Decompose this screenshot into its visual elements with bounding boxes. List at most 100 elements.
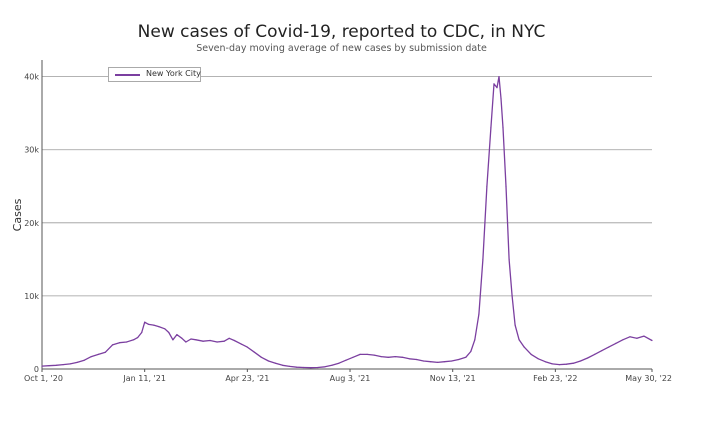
data-point bbox=[629, 336, 631, 338]
data-point bbox=[62, 364, 64, 366]
data-point bbox=[465, 356, 467, 358]
data-point bbox=[470, 350, 472, 353]
data-point bbox=[394, 356, 396, 358]
data-point bbox=[502, 127, 504, 129]
data-point bbox=[401, 356, 403, 358]
data-point bbox=[55, 364, 57, 366]
y-tick-label: 10k bbox=[24, 292, 39, 301]
data-point bbox=[496, 87, 498, 89]
data-point bbox=[352, 356, 354, 358]
data-point bbox=[643, 335, 645, 337]
data-point bbox=[164, 328, 166, 330]
data-point bbox=[608, 346, 610, 348]
x-tick-label: Feb 23, '22 bbox=[533, 374, 577, 383]
data-point bbox=[615, 342, 617, 344]
data-point bbox=[202, 340, 204, 342]
data-point bbox=[158, 326, 160, 328]
data-point bbox=[338, 362, 340, 364]
series-layer bbox=[41, 75, 653, 369]
chart-title: New cases of Covid-19, reported to CDC, … bbox=[137, 22, 546, 42]
data-point bbox=[104, 351, 106, 353]
data-point bbox=[331, 364, 333, 366]
data-point bbox=[253, 351, 255, 353]
data-point bbox=[76, 361, 78, 363]
x-tick-label: Oct 1, '20 bbox=[24, 374, 63, 383]
data-point bbox=[303, 366, 305, 369]
data-point bbox=[260, 356, 262, 358]
data-point bbox=[601, 350, 603, 352]
data-point bbox=[246, 346, 248, 348]
data-point bbox=[594, 353, 596, 355]
y-tick-label: 40k bbox=[24, 73, 39, 82]
data-point bbox=[565, 363, 568, 365]
data-point bbox=[636, 337, 638, 339]
legend[interactable]: New York City bbox=[108, 67, 201, 82]
series-line-new-york-city bbox=[41, 75, 653, 369]
data-point bbox=[366, 353, 368, 355]
data-point bbox=[216, 341, 218, 343]
data-point bbox=[181, 337, 183, 339]
gridlines bbox=[42, 76, 652, 297]
data-point bbox=[324, 366, 326, 368]
data-point bbox=[508, 258, 510, 260]
data-point bbox=[498, 76, 500, 78]
axes bbox=[41, 60, 653, 372]
data-point bbox=[651, 339, 653, 342]
data-point bbox=[458, 358, 460, 361]
data-point bbox=[572, 362, 575, 364]
data-point bbox=[558, 364, 561, 366]
data-point bbox=[148, 323, 150, 325]
data-point bbox=[223, 340, 225, 342]
data-point bbox=[267, 360, 270, 362]
data-point bbox=[587, 357, 589, 359]
data-point bbox=[530, 353, 532, 355]
data-point bbox=[141, 331, 143, 334]
data-point bbox=[133, 339, 135, 341]
data-point bbox=[486, 185, 488, 187]
y-tick-label: 0 bbox=[34, 365, 39, 374]
data-point bbox=[514, 324, 516, 326]
x-tick-label: Nov 13, '21 bbox=[430, 374, 476, 383]
data-point bbox=[282, 364, 284, 366]
data-point bbox=[289, 365, 291, 367]
legend-label-new-york-city: New York City bbox=[146, 69, 201, 78]
data-point bbox=[69, 363, 71, 365]
data-point bbox=[274, 362, 277, 364]
data-point bbox=[544, 361, 546, 363]
chart-subtitle: Seven-day moving average of new cases by… bbox=[196, 43, 487, 54]
data-point bbox=[505, 185, 507, 187]
data-point bbox=[153, 324, 155, 326]
data-point bbox=[359, 353, 361, 355]
data-point bbox=[310, 367, 312, 369]
data-point bbox=[518, 339, 520, 341]
data-point bbox=[144, 321, 146, 323]
data-point bbox=[240, 343, 242, 345]
data-point bbox=[209, 339, 211, 342]
data-point bbox=[622, 339, 624, 341]
data-point bbox=[111, 344, 114, 346]
data-point bbox=[523, 346, 525, 348]
y-axis-label: Cases bbox=[11, 198, 24, 231]
data-point bbox=[537, 358, 539, 360]
data-point bbox=[482, 258, 484, 260]
data-point bbox=[387, 356, 389, 358]
data-point bbox=[137, 337, 139, 339]
data-point bbox=[41, 365, 43, 367]
data-point bbox=[97, 353, 99, 355]
data-point bbox=[408, 358, 410, 360]
data-point bbox=[296, 366, 298, 368]
legend-swatch bbox=[115, 74, 140, 76]
data-point bbox=[233, 339, 235, 342]
x-tick-label: Jan 11, '21 bbox=[122, 374, 166, 383]
data-point bbox=[500, 97, 502, 100]
data-point bbox=[478, 313, 480, 315]
x-tick-label: May 30, '22 bbox=[625, 374, 672, 383]
data-point bbox=[437, 361, 439, 363]
data-point bbox=[474, 339, 476, 341]
x-tick-labels: Oct 1, '20 Jan 11, '21 Apr 23, '21 Aug 3, '… bbox=[24, 374, 672, 383]
data-point bbox=[345, 359, 347, 361]
data-point bbox=[317, 366, 319, 369]
y-tick-label: 30k bbox=[24, 146, 39, 155]
y-tick-labels: 0 10k 20k 30k 40k bbox=[24, 73, 39, 374]
